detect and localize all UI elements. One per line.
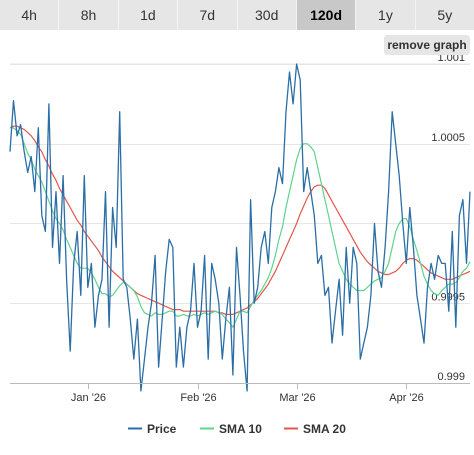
legend-label: Price xyxy=(147,422,177,436)
legend-item-sma20[interactable]: SMA 20 xyxy=(284,422,346,436)
chart-grid xyxy=(10,63,470,384)
x-axis: Jan '26 Feb '26 Mar '26 Apr '26 xyxy=(10,383,470,404)
tab-7d[interactable]: 7d xyxy=(178,0,238,30)
tab-1d[interactable]: 1d xyxy=(118,0,179,30)
y-tick-label: 1.0005 xyxy=(431,132,465,144)
series-line-price xyxy=(9,63,471,392)
legend-item-price[interactable]: Price xyxy=(128,422,177,436)
y-tick-label: 1.001 xyxy=(437,52,465,64)
chart-lines xyxy=(9,63,471,392)
tab-4h[interactable]: 4h xyxy=(0,0,60,30)
legend-label: SMA 10 xyxy=(219,422,262,436)
tab-8h[interactable]: 8h xyxy=(59,0,119,30)
remove-graph-button[interactable]: remove graph xyxy=(384,35,470,55)
tab-1y[interactable]: 1y xyxy=(356,0,416,30)
x-tick-label: Jan '26 xyxy=(71,392,106,404)
tab-5y[interactable]: 5y xyxy=(415,0,474,30)
y-tick-label: 0.999 xyxy=(437,371,465,383)
tab-120d[interactable]: 120d xyxy=(296,0,357,30)
x-tick-label: Feb '26 xyxy=(180,392,216,404)
tab-30d[interactable]: 30d xyxy=(237,0,297,30)
chart-legend[interactable]: Price SMA 10 SMA 20 xyxy=(128,422,346,436)
legend-label: SMA 20 xyxy=(303,422,346,436)
timeframe-tabs: 4h 8h 1d 7d 30d 120d 1y 5y xyxy=(0,0,474,30)
legend-item-sma10[interactable]: SMA 10 xyxy=(200,422,262,436)
x-tick-label: Apr '26 xyxy=(389,392,424,404)
x-tick-label: Mar '26 xyxy=(279,392,315,404)
